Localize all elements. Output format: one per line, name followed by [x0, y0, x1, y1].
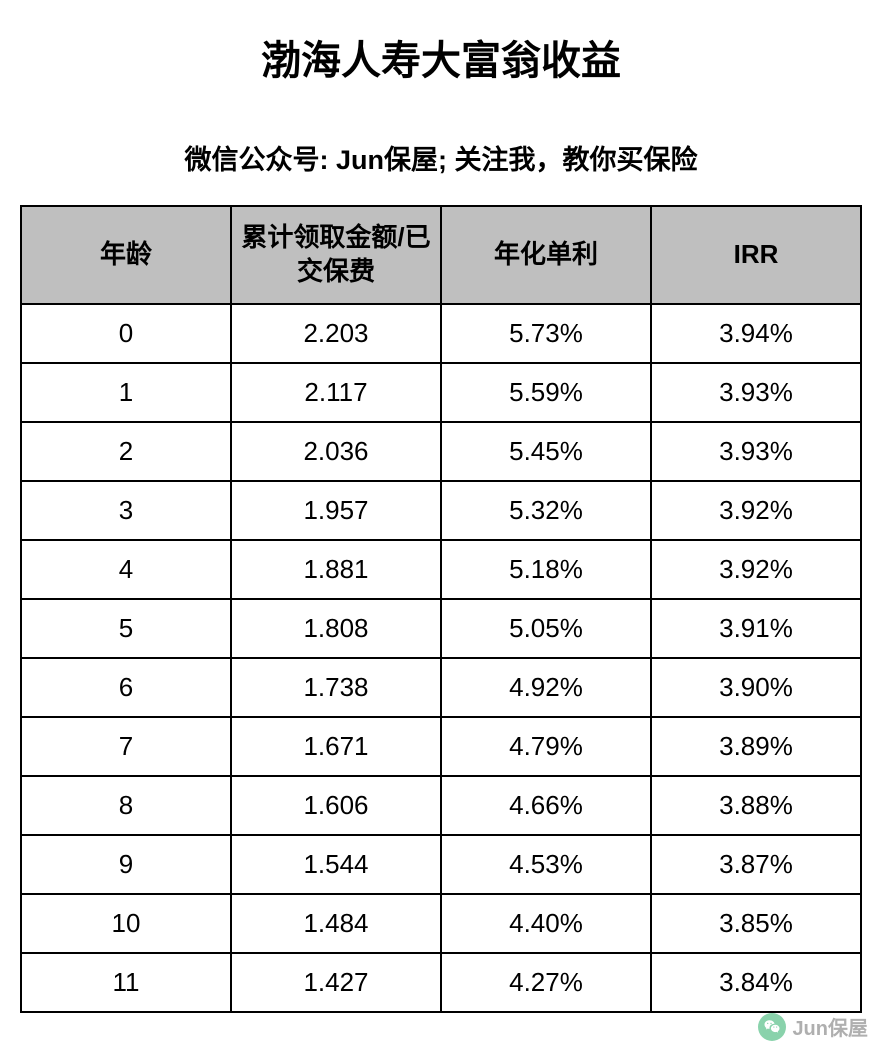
table-cell: 4	[21, 540, 231, 599]
table-cell: 1.427	[231, 953, 441, 1012]
table-row: 31.9575.32%3.92%	[21, 481, 861, 540]
table-cell: 2.117	[231, 363, 441, 422]
table-row: 101.4844.40%3.85%	[21, 894, 861, 953]
table-cell: 3.84%	[651, 953, 861, 1012]
table-cell: 1.881	[231, 540, 441, 599]
table-cell: 5.18%	[441, 540, 651, 599]
table-cell: 1.544	[231, 835, 441, 894]
table-cell: 5.59%	[441, 363, 651, 422]
table-cell: 0	[21, 304, 231, 363]
table-container: 年龄 累计领取金额/已交保费 年化单利 IRR 02.2035.73%3.94%…	[0, 205, 882, 1013]
table-row: 111.4274.27%3.84%	[21, 953, 861, 1012]
table-cell: 3.92%	[651, 540, 861, 599]
wechat-icon	[758, 1013, 786, 1041]
table-row: 71.6714.79%3.89%	[21, 717, 861, 776]
col-ratio: 累计领取金额/已交保费	[231, 206, 441, 304]
table-cell: 1.671	[231, 717, 441, 776]
table-cell: 10	[21, 894, 231, 953]
table-body: 02.2035.73%3.94%12.1175.59%3.93%22.0365.…	[21, 304, 861, 1012]
table-cell: 3.91%	[651, 599, 861, 658]
table-cell: 5.32%	[441, 481, 651, 540]
watermark: Jun保屋	[758, 1012, 868, 1041]
table-cell: 6	[21, 658, 231, 717]
table-cell: 3.85%	[651, 894, 861, 953]
table-row: 61.7384.92%3.90%	[21, 658, 861, 717]
table-cell: 3.87%	[651, 835, 861, 894]
table-header-row: 年龄 累计领取金额/已交保费 年化单利 IRR	[21, 206, 861, 304]
table-cell: 1.606	[231, 776, 441, 835]
table-cell: 4.79%	[441, 717, 651, 776]
table-cell: 1.808	[231, 599, 441, 658]
table-cell: 5	[21, 599, 231, 658]
table-cell: 3	[21, 481, 231, 540]
table-cell: 2	[21, 422, 231, 481]
table-cell: 2.036	[231, 422, 441, 481]
table-cell: 4.66%	[441, 776, 651, 835]
table-row: 41.8815.18%3.92%	[21, 540, 861, 599]
table-cell: 3.89%	[651, 717, 861, 776]
table-cell: 2.203	[231, 304, 441, 363]
table-cell: 5.05%	[441, 599, 651, 658]
table-row: 12.1175.59%3.93%	[21, 363, 861, 422]
table-cell: 3.93%	[651, 363, 861, 422]
table-cell: 5.73%	[441, 304, 651, 363]
table-row: 81.6064.66%3.88%	[21, 776, 861, 835]
table-cell: 9	[21, 835, 231, 894]
table-cell: 3.93%	[651, 422, 861, 481]
table-cell: 11	[21, 953, 231, 1012]
table-row: 51.8085.05%3.91%	[21, 599, 861, 658]
table-cell: 4.53%	[441, 835, 651, 894]
col-irr: IRR	[651, 206, 861, 304]
table-cell: 3.94%	[651, 304, 861, 363]
table-row: 02.2035.73%3.94%	[21, 304, 861, 363]
table-cell: 1.738	[231, 658, 441, 717]
table-row: 91.5444.53%3.87%	[21, 835, 861, 894]
table-cell: 1.957	[231, 481, 441, 540]
table-cell: 4.27%	[441, 953, 651, 1012]
returns-table: 年龄 累计领取金额/已交保费 年化单利 IRR 02.2035.73%3.94%…	[20, 205, 862, 1013]
col-age: 年龄	[21, 206, 231, 304]
table-row: 22.0365.45%3.93%	[21, 422, 861, 481]
table-cell: 1.484	[231, 894, 441, 953]
table-cell: 1	[21, 363, 231, 422]
table-cell: 3.90%	[651, 658, 861, 717]
col-simple-rate: 年化单利	[441, 206, 651, 304]
page-subtitle: 微信公众号: Jun保屋; 关注我，教你买保险	[0, 96, 882, 205]
table-cell: 7	[21, 717, 231, 776]
table-cell: 8	[21, 776, 231, 835]
watermark-text: Jun保屋	[792, 1012, 868, 1041]
table-cell: 3.88%	[651, 776, 861, 835]
table-cell: 3.92%	[651, 481, 861, 540]
page-title: 渤海人寿大富翁收益	[0, 0, 882, 96]
table-cell: 5.45%	[441, 422, 651, 481]
table-cell: 4.40%	[441, 894, 651, 953]
table-cell: 4.92%	[441, 658, 651, 717]
